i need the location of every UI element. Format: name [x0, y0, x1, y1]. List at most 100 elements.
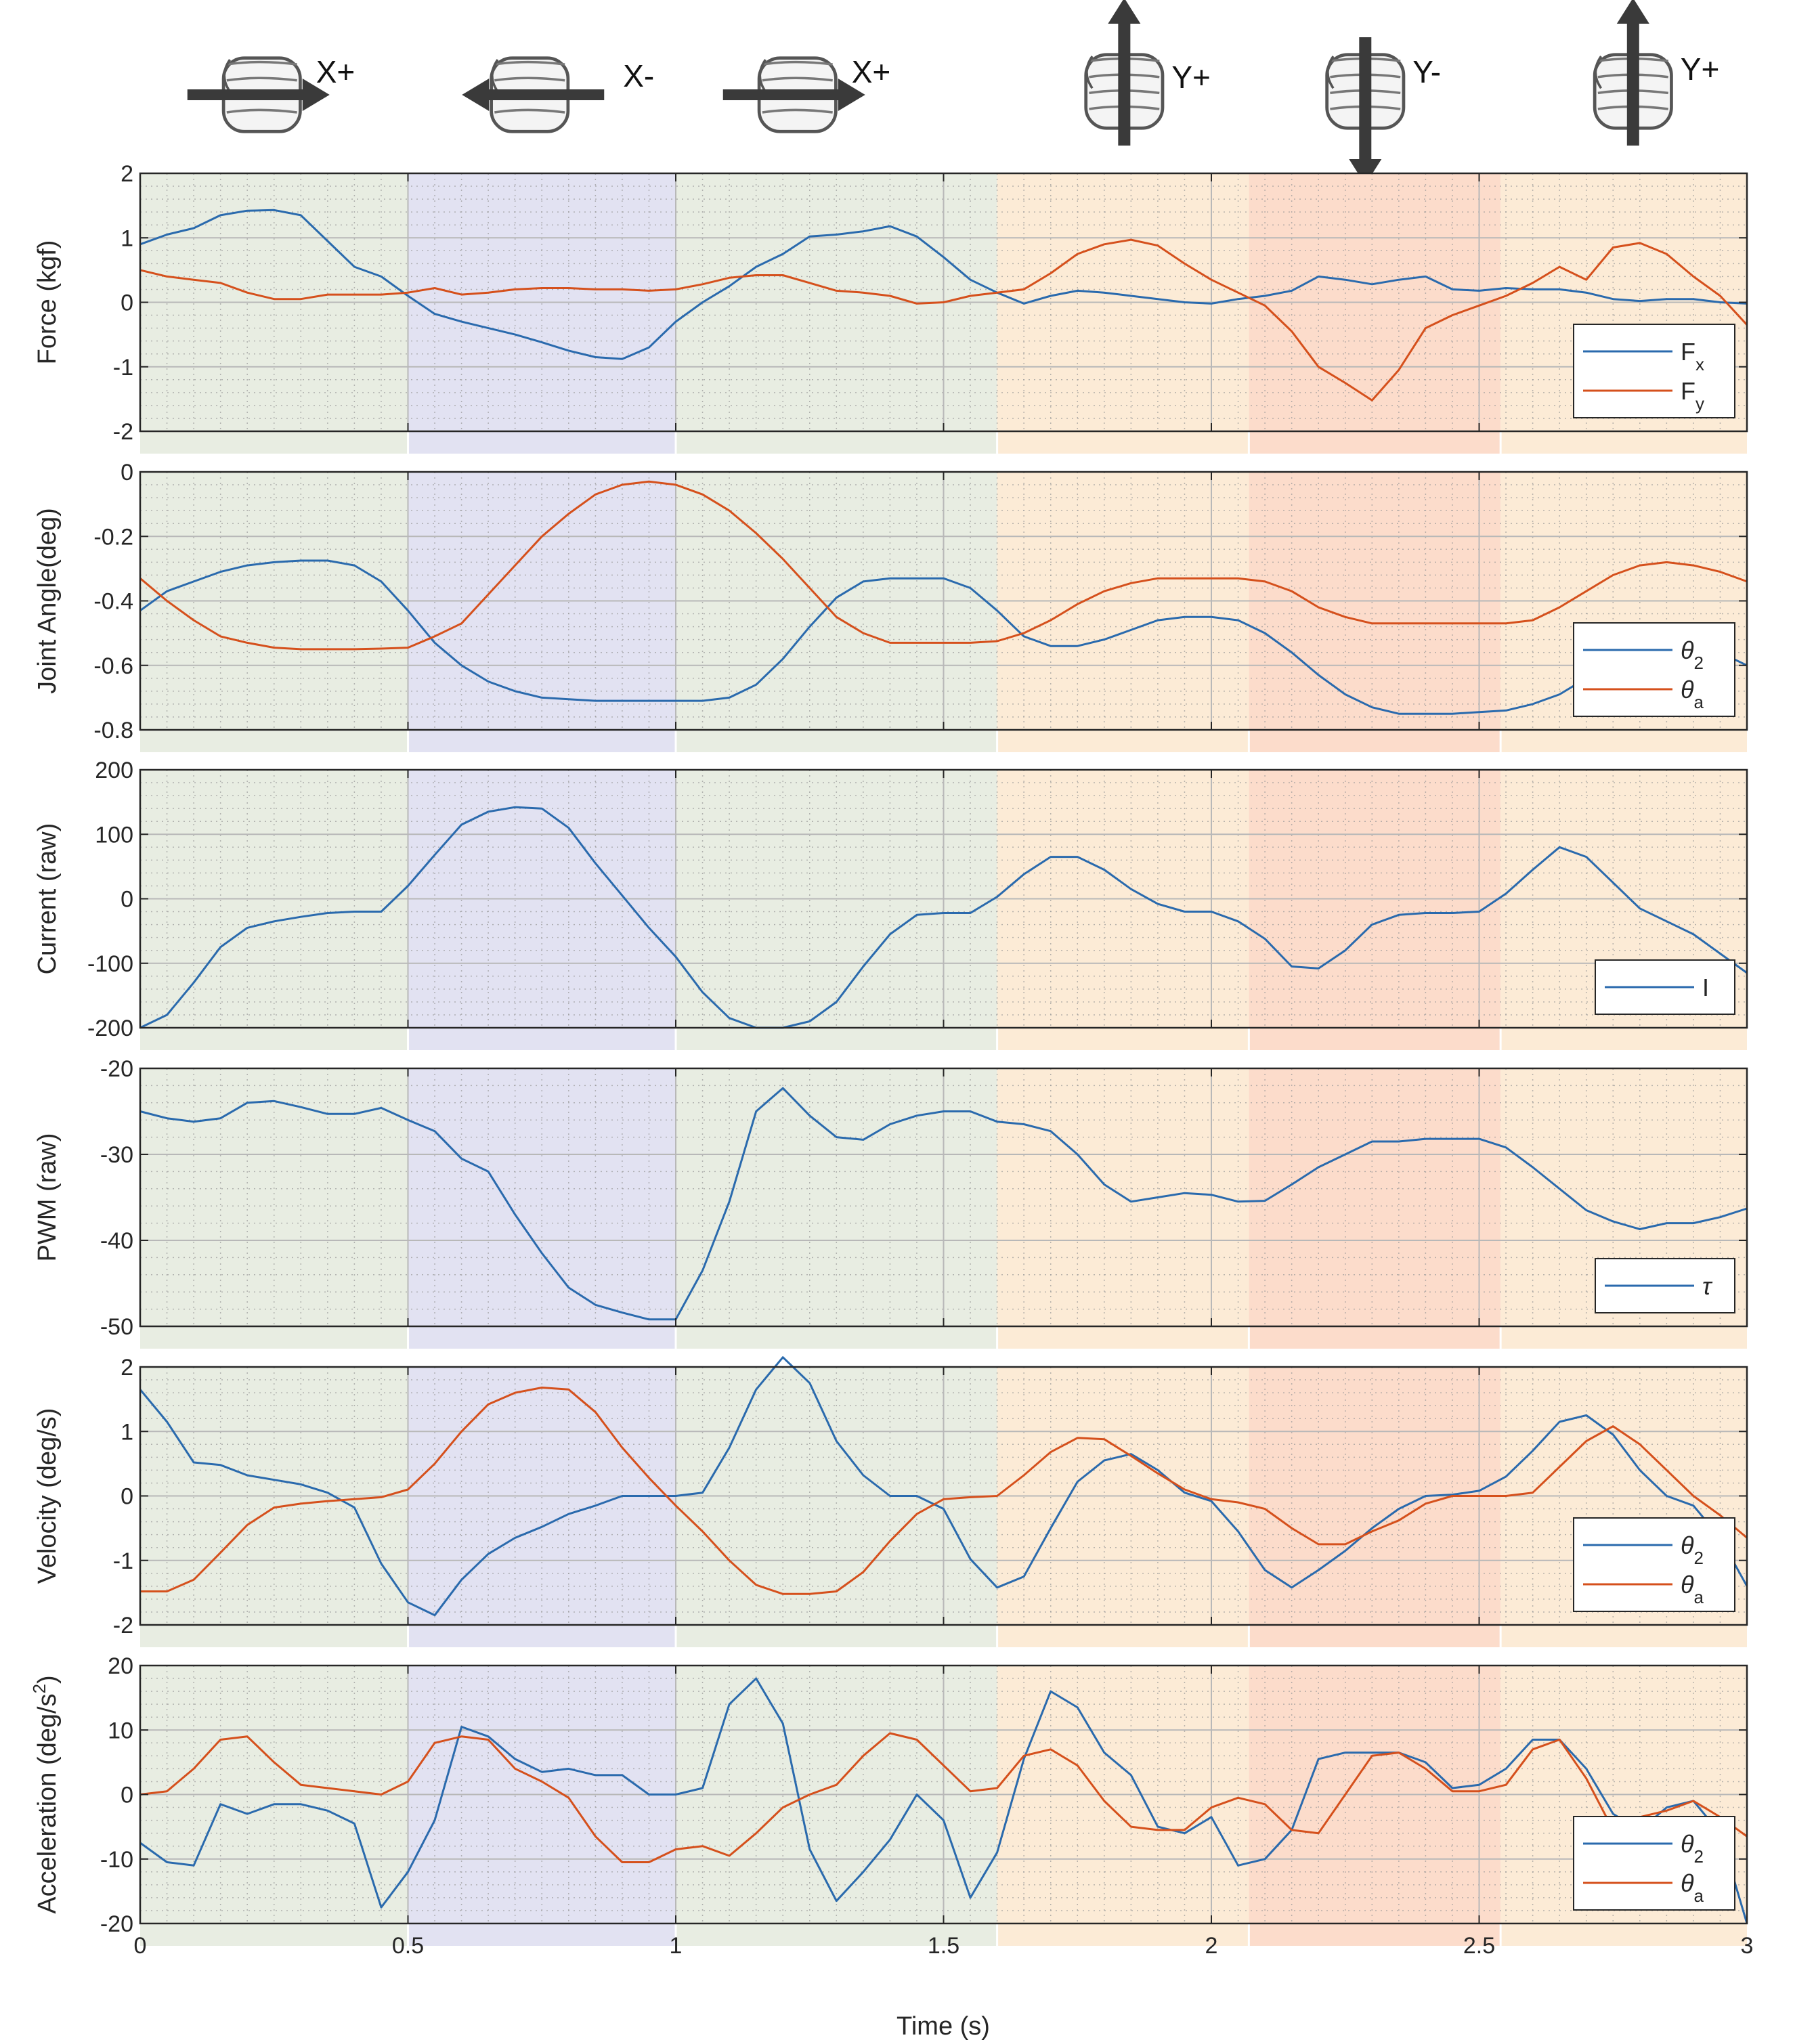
phase-band — [140, 173, 408, 454]
phase-band — [408, 472, 676, 752]
fist-finger-crease — [494, 108, 565, 114]
phase-band — [997, 173, 1249, 454]
x-axis-label: Time (s) — [896, 2012, 990, 2041]
panel-pwm: -50 -40 -30 -20 PWM (raw) τ — [33, 1056, 1748, 1349]
fist-thumb — [758, 59, 767, 93]
arrow-left-icon — [462, 79, 605, 111]
y-axis-label: Force (kgf) — [33, 240, 62, 365]
legend-box — [1573, 1517, 1735, 1612]
y-tick-label: 2 — [121, 1355, 133, 1380]
gesture-icons-row: X+ X- X+ Y+ Y- Y+ — [187, 0, 1719, 185]
y-tick-label: -200 — [87, 1016, 133, 1041]
gesture-4: Y+ — [1084, 0, 1211, 146]
phase-band — [408, 173, 676, 454]
y-axis-label: Current (raw) — [33, 823, 62, 975]
series-line-θ2 — [139, 1356, 1748, 1617]
phase-band — [408, 1068, 676, 1349]
phase-band — [997, 472, 1249, 752]
y-tick-label: 0 — [121, 887, 133, 913]
y-tick-label: 2 — [121, 161, 133, 187]
fist-thumb — [223, 59, 232, 93]
fist-thumb — [1326, 56, 1335, 89]
y-tick-label: -30 — [100, 1142, 133, 1168]
phase-band — [408, 1367, 676, 1647]
legend-label-θa: θa — [1681, 1571, 1704, 1607]
phase-band — [1249, 1367, 1501, 1647]
y-tick-label: -0.2 — [93, 524, 133, 550]
y-tick-label: -0.6 — [93, 653, 133, 679]
y-tick-label: 100 — [95, 822, 133, 848]
phase-band — [1249, 770, 1501, 1050]
y-tick-label: 10 — [108, 1718, 133, 1743]
legend-label-θa: θa — [1681, 676, 1704, 712]
gesture-3: X+ — [722, 54, 891, 133]
fist-finger-crease — [226, 108, 297, 114]
phase-band — [1249, 1068, 1501, 1349]
phase-band — [1249, 173, 1501, 454]
phase-band — [408, 1666, 676, 1946]
legend: τ — [1595, 1258, 1735, 1313]
y-tick-label: -100 — [87, 951, 133, 977]
arrow-right-icon — [187, 79, 330, 111]
phase-band — [676, 173, 997, 454]
phase-band — [1249, 472, 1501, 752]
gesture-label: Y+ — [1171, 60, 1211, 95]
series-line-θa — [139, 480, 1748, 651]
y-tick-label: -50 — [100, 1314, 133, 1340]
x-tick-label: 0.5 — [392, 1933, 424, 1959]
series-line-Fy — [139, 238, 1748, 401]
y-axis-label: Velocity (deg/s) — [33, 1408, 62, 1584]
arrow-up-icon — [1108, 0, 1141, 146]
fist-finger-crease — [762, 108, 833, 114]
series-line-Fx — [139, 209, 1748, 360]
phase-band — [676, 472, 997, 752]
phase-band — [140, 770, 408, 1050]
y-tick-label: 20 — [108, 1653, 133, 1679]
legend-label-Fx: Fx — [1681, 338, 1704, 374]
phase-band — [676, 1367, 997, 1647]
phase-band — [997, 770, 1249, 1050]
gesture-6: Y+ — [1593, 0, 1719, 146]
gesture-label: Y- — [1412, 54, 1441, 89]
legend-label-θ2: θ2 — [1681, 1531, 1704, 1568]
gesture-1: X+ — [187, 54, 355, 133]
legend-box — [1573, 1816, 1735, 1911]
y-tick-label: -1 — [113, 1548, 133, 1574]
series-line-I — [139, 806, 1748, 1029]
x-tick-label: 0 — [134, 1933, 147, 1959]
y-tick-label: -40 — [100, 1228, 133, 1254]
fist-thumb — [1085, 56, 1094, 89]
series-line-θ2 — [139, 1677, 1748, 1924]
series-line-θa — [139, 1732, 1748, 1863]
y-tick-label: -2 — [113, 419, 133, 445]
panel-acceleration: -20 -10 0 10 20 0 0.5 1 1.5 2 2.5 3 Acceleration (de… — [29, 1653, 1753, 1959]
y-tick-label: 1 — [121, 1419, 133, 1445]
series-line-θa — [140, 1387, 1748, 1595]
series-line-τ — [139, 1087, 1748, 1321]
y-tick-label: -2 — [113, 1613, 133, 1638]
series-line-θ2 — [139, 559, 1748, 715]
y-axis-label: Joint Angle(deg) — [33, 508, 62, 694]
y-tick-label: 0 — [121, 1484, 133, 1510]
y-axis-label: PWM (raw) — [33, 1133, 62, 1262]
fist-finger-crease — [762, 60, 833, 66]
legend-label-θa: θa — [1681, 1869, 1704, 1906]
legend: I — [1595, 959, 1735, 1015]
gesture-label: X+ — [852, 54, 891, 89]
y-tick-label: -1 — [113, 355, 133, 380]
arrow-right-icon — [722, 79, 865, 111]
phase-band — [1249, 1666, 1501, 1946]
y-tick-label: -20 — [100, 1056, 133, 1082]
legend-label-I: I — [1702, 974, 1709, 1001]
phase-band — [997, 1666, 1249, 1946]
fist-finger-crease — [494, 77, 565, 82]
y-tick-label: 200 — [95, 758, 133, 783]
gesture-label: X- — [623, 58, 654, 93]
y-tick-label: 0 — [121, 460, 133, 485]
gesture-5: Y- — [1325, 37, 1441, 185]
gesture-label: X+ — [316, 54, 355, 89]
